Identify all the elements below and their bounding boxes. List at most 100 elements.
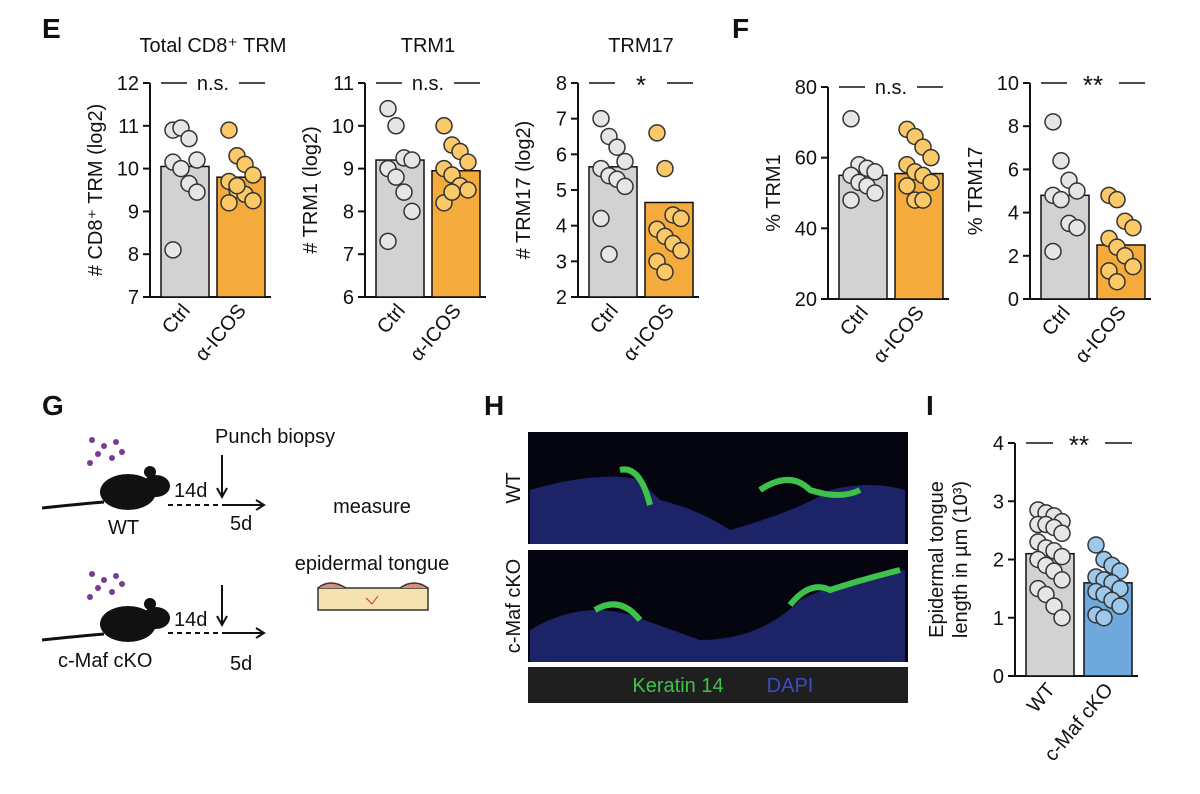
y-tick-label: 6 <box>1008 159 1019 181</box>
label: c-Maf cKO <box>58 650 152 672</box>
y-tick-label: 2 <box>993 550 1004 572</box>
data-point <box>228 176 246 195</box>
y-tick-label: 8 <box>343 201 354 223</box>
y-axis-label: # TRM1 (log2) <box>300 126 322 253</box>
y-tick-label: 6 <box>556 144 567 166</box>
data-point <box>1087 536 1105 554</box>
chart-title: TRM17 <box>608 35 674 57</box>
data-point <box>220 121 238 139</box>
data-point <box>435 117 453 135</box>
y-tick-label: 8 <box>128 244 139 266</box>
x-tick-label: Ctrl <box>836 302 873 340</box>
y-axis-label: # TRM17 (log2) <box>513 121 535 260</box>
data-point <box>866 184 884 202</box>
label: Punch biopsy <box>215 426 335 448</box>
chart-title: TRM1 <box>401 35 455 57</box>
data-point <box>172 159 190 178</box>
y-tick-label: 7 <box>128 287 139 309</box>
data-point <box>616 177 634 196</box>
x-tick-label: WT <box>1023 679 1060 717</box>
data-point <box>188 183 206 201</box>
data-point <box>1111 597 1129 615</box>
y-tick-label: 5 <box>556 180 567 202</box>
data-point <box>188 151 206 169</box>
data-point <box>842 110 860 128</box>
x-tick-label: α-ICOS <box>191 300 251 366</box>
tissue-icon <box>317 582 429 611</box>
y-axis-label: % TRM1 <box>763 154 785 231</box>
x-tick-label: α-ICOS <box>1071 302 1131 368</box>
data-point <box>403 202 421 221</box>
x-tick-label: Ctrl <box>373 300 410 338</box>
y-tick-label: 60 <box>795 148 817 170</box>
data-point <box>672 241 690 260</box>
stain-label: Keratin 14 <box>632 675 723 697</box>
row-label: WT <box>503 472 525 503</box>
panel-letter: F <box>732 13 749 44</box>
significance-label: n.s. <box>875 77 907 99</box>
label: measure <box>333 496 411 518</box>
x-tick-label: Ctrl <box>1038 302 1075 340</box>
y-tick-label: 12 <box>117 73 139 95</box>
significance-label: n.s. <box>412 73 444 95</box>
data-point <box>842 191 860 209</box>
y-tick-label: 20 <box>795 289 817 311</box>
stain-label: DAPI <box>767 675 814 697</box>
y-axis-label: length in µm (10³) <box>950 481 972 638</box>
y-tick-label: 10 <box>997 73 1019 95</box>
x-tick-label: α-ICOS <box>406 300 466 366</box>
y-tick-label: 0 <box>993 666 1004 688</box>
micrograph: Keratin 14 DAPI WT c-Maf cKO <box>503 432 908 703</box>
y-axis-label: Epidermal tongue <box>926 481 948 638</box>
data-point <box>866 163 884 181</box>
data-point <box>1053 524 1071 543</box>
row-label: c-Maf cKO <box>503 559 525 653</box>
data-point <box>648 124 666 142</box>
data-point <box>1052 152 1070 170</box>
data-point <box>616 152 634 171</box>
label: 14d <box>174 609 207 631</box>
data-point <box>244 166 262 184</box>
y-tick-label: 10 <box>332 116 354 138</box>
data-point <box>180 129 198 148</box>
data-point <box>244 191 262 210</box>
y-tick-label: 11 <box>333 73 354 95</box>
data-point <box>1124 218 1142 237</box>
data-point <box>1108 272 1126 291</box>
data-point <box>656 159 674 178</box>
x-tick-label: α-ICOS <box>869 302 929 368</box>
y-tick-label: 3 <box>556 251 567 273</box>
data-point <box>1044 113 1062 131</box>
panel-letter: H <box>484 390 504 421</box>
data-point <box>1068 218 1086 237</box>
y-tick-label: 4 <box>1008 203 1019 225</box>
data-point <box>922 148 940 167</box>
data-point <box>656 263 674 281</box>
x-tick-label: α-ICOS <box>619 300 679 366</box>
y-tick-label: 10 <box>117 159 139 181</box>
x-tick-label: Ctrl <box>586 300 623 338</box>
timeline <box>168 455 266 639</box>
panel-letter: I <box>926 390 934 421</box>
data-point <box>1053 547 1071 566</box>
panel-letter: E <box>42 13 61 44</box>
data-point <box>387 117 405 135</box>
data-point <box>1044 242 1062 261</box>
y-tick-label: 3 <box>993 491 1004 513</box>
y-tick-label: 0 <box>1008 289 1019 311</box>
label: 5d <box>230 653 252 675</box>
data-point <box>403 151 421 169</box>
chart-title: Total CD8⁺ TRM <box>140 35 287 57</box>
data-point <box>592 109 610 128</box>
data-point <box>672 209 690 228</box>
significance-label: ** <box>1083 70 1103 100</box>
mouse <box>41 466 170 642</box>
significance-label: ** <box>1069 430 1089 460</box>
y-tick-label: 11 <box>118 116 139 138</box>
y-tick-label: 9 <box>343 159 354 181</box>
label: 14d <box>174 480 207 502</box>
data-point <box>898 177 916 195</box>
data-point <box>164 241 182 259</box>
